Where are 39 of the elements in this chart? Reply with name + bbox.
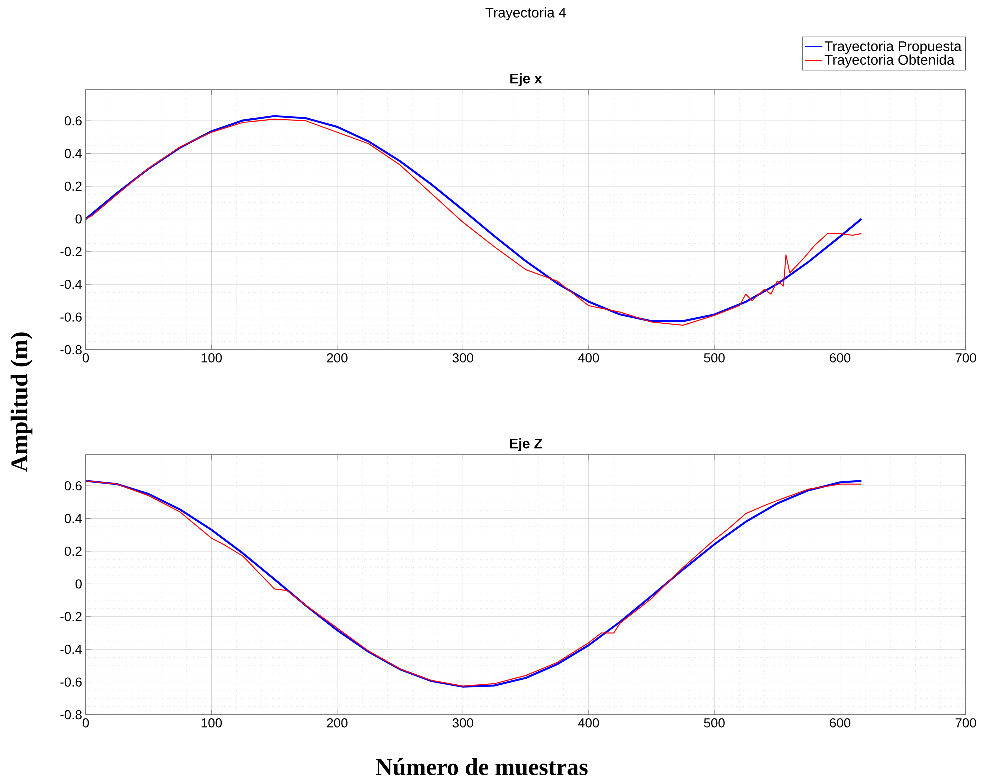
legend-label: Trayectoria Propuesta [824,41,962,54]
x-tick-label: 600 [830,718,851,728]
x-tick-label: 100 [202,718,222,728]
x-tick-label: 200 [327,354,348,363]
x-axis-title: Número de muestras [376,758,588,776]
y-tick-label: -0.2 [60,612,82,622]
y-tick-label: -0.8 [60,345,82,355]
x-tick-label: 500 [704,354,725,363]
y-tick-label: -0.2 [60,247,82,256]
y-tick-label: 0 [76,580,82,589]
x-tick-label: 700 [956,718,976,728]
text: Trayectoria 4 [486,8,566,21]
chart-title: Eje Z [510,438,542,452]
y-tick-label: -0.8 [60,710,82,720]
y-axis-title: Amplitud (m) [10,332,33,472]
y-tick-label: 0.6 [64,481,82,491]
y-tick-label: 0.6 [64,116,82,126]
x-tick-label: 500 [704,718,725,728]
x-tick-label: 300 [452,718,474,728]
y-tick-label: 0.4 [64,149,82,158]
y-tick-label: 0.4 [64,514,82,524]
chart-title: Eje x [510,73,542,86]
x-tick-label: 400 [578,718,600,728]
y-tick-label: 0.2 [64,546,82,556]
x-tick-label: 300 [452,354,474,363]
y-tick-label: -0.4 [60,644,82,654]
x-tick-label: 200 [327,718,348,728]
y-tick-label: 0 [76,214,82,224]
x-tick-label: 600 [830,354,851,363]
legend-label: Trayectoria Obtenida [824,54,955,68]
y-tick-label: -0.4 [60,280,82,290]
x-tick-label: 0 [82,354,90,363]
y-tick-label: -0.6 [60,678,82,687]
y-tick-label: 0.2 [64,182,82,192]
y-tick-label: -0.6 [60,312,82,322]
x-tick-label: 700 [956,354,976,363]
x-tick-label: 100 [202,354,222,363]
x-tick-label: 400 [578,354,600,363]
x-tick-label: 0 [82,718,90,728]
